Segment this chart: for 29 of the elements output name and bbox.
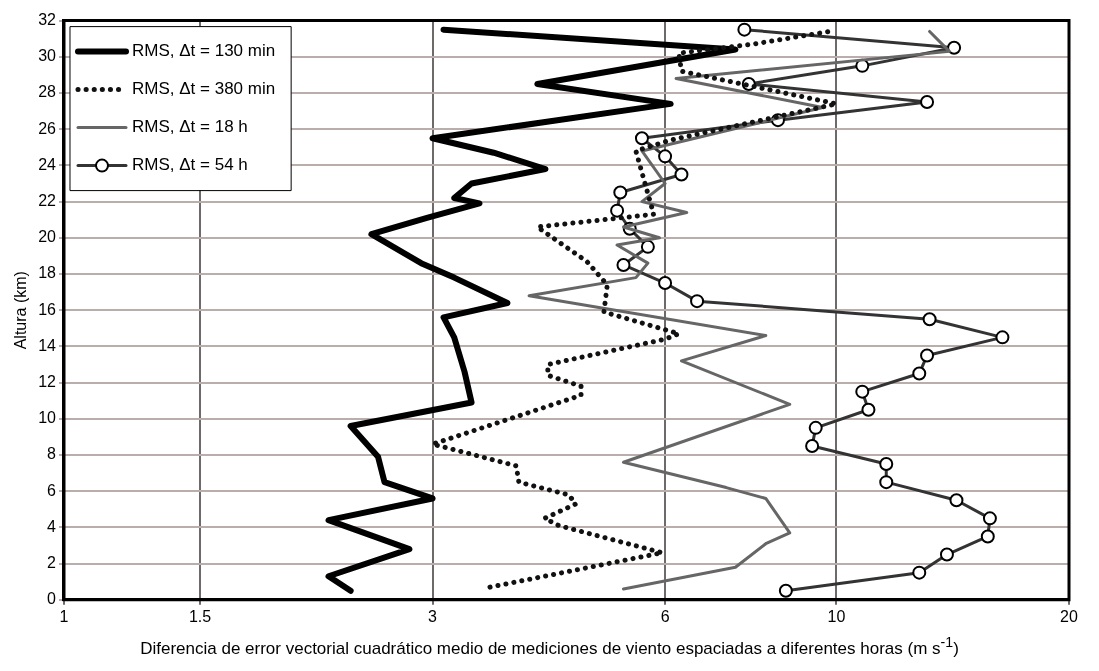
x-axis-title: Diferencia de error vectorial cuadrático medio de mediciones de viento espaciadas a diferentes horas (m s$^{-1}$): [139, 634, 960, 659]
y-tick-label: 4: [47, 517, 57, 535]
y-tick-label: 26: [38, 119, 57, 137]
y-tick-label: 18: [38, 264, 57, 282]
y-axis-title: Altura (km): [12, 271, 30, 350]
y-tick-label: 0: [47, 590, 57, 608]
y-tick-label: 28: [38, 83, 57, 101]
y-tick-label: 24: [38, 155, 57, 173]
x-tick-label: 10: [827, 607, 846, 625]
x-tick-label: 3: [428, 607, 438, 625]
legend-label: RMS, Δt = 380 min: [132, 79, 276, 99]
x-tick-label: 20: [1060, 607, 1078, 625]
y-tick-label: 10: [38, 409, 57, 427]
x-tick-label: 6: [660, 607, 670, 625]
y-tick-label: 20: [38, 228, 57, 246]
y-tick-label: 12: [38, 373, 57, 391]
y-tick-label: 8: [47, 445, 57, 463]
y-tick-label: 30: [38, 47, 57, 65]
y-tick-label: 14: [38, 336, 57, 354]
y-tick-label: 16: [38, 300, 57, 318]
y-tick-label: 32: [38, 11, 57, 29]
x-tick-label: 1.5: [188, 607, 212, 625]
legend-label: RMS, Δt = 130 min: [132, 41, 276, 61]
y-tick-label: 6: [47, 481, 57, 499]
legend-label: RMS, Δt = 18 h: [132, 117, 248, 137]
x-tick-label: 1: [59, 607, 69, 625]
y-tick-label: 22: [38, 192, 57, 210]
y-tick-label: 2: [47, 554, 57, 572]
legend-label: RMS, Δt = 54 h: [132, 155, 248, 175]
